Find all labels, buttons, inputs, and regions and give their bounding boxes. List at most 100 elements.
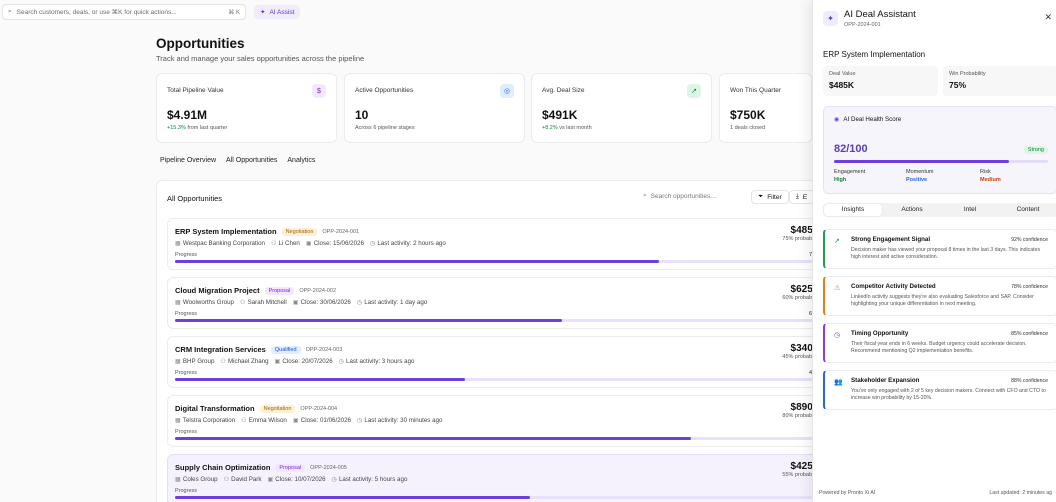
filter-button[interactable]: ⏷ Filter: [751, 190, 789, 204]
stage-badge: Proposal: [264, 286, 295, 295]
last-updated: Last updated: 2 minutes ag: [989, 490, 1052, 496]
tab-all-opportunities[interactable]: All Opportunities: [226, 157, 278, 164]
opportunity-row[interactable]: ERP System Implementation Negotiation OPP-…: [167, 218, 827, 270]
metric-momentum: Momentum Positive: [906, 169, 934, 183]
warning-icon: ⚠: [834, 285, 841, 292]
export-button[interactable]: ⤓ E: [789, 190, 815, 204]
stat-value: $4.91M: [167, 108, 208, 122]
progress-track: [175, 319, 820, 322]
metric-risk: Risk Medium: [980, 169, 1001, 183]
amount-block: $425K 55% probability: [782, 461, 820, 478]
calendar-icon: ▣: [305, 240, 312, 247]
clock-icon: ◷: [356, 299, 363, 306]
top-bar: ⌕ Search customers, deals, or use ⌘K for…: [0, 0, 812, 24]
calendar-icon: ▣: [267, 476, 274, 483]
amount: $425K: [790, 461, 820, 472]
close-date: ▣ Close: 20/07/2026: [274, 358, 333, 365]
search-icon: ⌕: [8, 8, 12, 15]
stat-value: $491K: [542, 108, 578, 122]
stat-card: Total Pipeline Value $ $4.91M +15.3% from l…: [156, 73, 337, 143]
close-icon[interactable]: ✕: [1044, 12, 1052, 22]
opportunity-id: OPP-2024-003: [305, 346, 343, 353]
health-title: AI Deal Health Score: [843, 116, 902, 123]
opportunity-id: OPP-2024-004: [300, 405, 338, 412]
shortcut-hint: ⌘ K: [228, 9, 240, 16]
building-icon: ▦: [175, 240, 181, 247]
clock-icon: ◷: [331, 476, 337, 483]
user-icon: ⚇: [241, 417, 247, 424]
amount: $340K: [790, 343, 820, 354]
opportunity-name[interactable]: Supply Chain Optimization: [175, 463, 271, 472]
ai-assist-button[interactable]: ✦ AI Assist: [254, 5, 301, 19]
clock-icon: ◷: [338, 358, 345, 365]
amount: $485K: [790, 225, 820, 236]
stage-badge: Negotiation: [259, 404, 296, 413]
progress-label: Progress: [175, 370, 198, 376]
tab-pipeline-overview[interactable]: Pipeline Overview: [160, 157, 217, 164]
company: ▦ Westpac Banking Corporation: [175, 240, 265, 247]
stat-card: Avg. Deal Size ↗ $491K +8.2% vs last month: [531, 73, 712, 143]
progress-track: [175, 260, 820, 263]
progress-fill: [175, 437, 691, 440]
last-activity: ◷ Last activity: 30 minutes ago: [356, 417, 443, 424]
stat-card: Won This Quarter $750K 1 deals closed: [719, 73, 812, 143]
progress-fill: [175, 260, 659, 263]
tab-insights[interactable]: Insights: [824, 204, 882, 216]
opportunity-row[interactable]: Supply Chain Optimization Proposal OPP-202…: [167, 454, 827, 502]
building-icon: ▦: [175, 417, 181, 424]
search-icon: ⌕: [643, 192, 647, 199]
opportunity-row[interactable]: CRM Integration Services Qualified OPP-202…: [167, 336, 827, 388]
ai-deal-assistant-drawer: ✦ AI Deal Assistant OPP-2024-001 ✕ ERP S…: [812, 0, 1056, 502]
sparkle-icon: ◉: [834, 116, 840, 123]
drawer-title: AI Deal Assistant: [844, 9, 916, 20]
calendar-icon: ▣: [292, 417, 299, 424]
progress-track: [175, 496, 820, 499]
view-tabs: Pipeline Overview All Opportunities Anal…: [156, 154, 319, 167]
probability: 55% probability: [782, 472, 820, 478]
opportunity-name[interactable]: Digital Transformation: [175, 404, 255, 413]
tab-actions[interactable]: Actions: [901, 206, 923, 213]
insight-card[interactable]: ↗ Strong Engagement Signal 92% confidence D…: [823, 229, 1056, 269]
stat-label: Won This Quarter: [730, 87, 782, 94]
probability: 60% probability: [782, 295, 820, 301]
user-icon: ⚇: [240, 299, 246, 306]
insight-confidence: 85% confidence: [1011, 331, 1048, 337]
stat-label: Active Opportunities: [355, 87, 414, 94]
opportunity-row[interactable]: Digital Transformation Negotiation OPP-202…: [167, 395, 827, 447]
trend-up-icon: ↗: [834, 238, 840, 245]
amount-block: $340K 45% probability: [782, 343, 820, 360]
insight-card[interactable]: 👥 Stakeholder Expansion 88% confidence You'…: [823, 370, 1056, 410]
drawer-deal-id: OPP-2024-001: [844, 22, 881, 28]
clock-icon: ◷: [369, 240, 376, 247]
owner: ⚇ Emma Wilson: [241, 417, 287, 424]
progress-fill: [175, 378, 466, 381]
user-icon: ⚇: [220, 358, 226, 365]
insight-card[interactable]: ◷ Timing Opportunity 85% confidence Their f…: [823, 323, 1056, 363]
opportunity-name[interactable]: Cloud Migration Project: [175, 286, 260, 295]
opportunity-search-input[interactable]: ⌕ Search opportunities...: [643, 192, 743, 200]
health-score: 82/100: [834, 143, 868, 155]
amount-block: $485K 75% probability: [782, 225, 820, 242]
stage-badge: Proposal: [275, 463, 306, 472]
global-search-input[interactable]: ⌕ Search customers, deals, or use ⌘K for…: [2, 4, 246, 20]
opportunity-name[interactable]: ERP System Implementation: [175, 227, 277, 236]
stat-sub: +15.3% from last quarter: [167, 125, 228, 131]
export-label: E: [802, 193, 808, 201]
win-probability-box: Win Probability 75%: [943, 66, 1056, 96]
close-date: ▣ Close: 15/06/2026: [305, 240, 364, 247]
powered-by: Powered by Pronto Xi AI: [819, 490, 876, 496]
insight-title: Timing Opportunity: [851, 330, 909, 337]
opportunity-name[interactable]: CRM Integration Services: [175, 345, 266, 354]
insight-card[interactable]: ⚠ Competitor Activity Detected 78% confide…: [823, 276, 1056, 316]
opportunity-row[interactable]: Cloud Migration Project Proposal OPP-2024-…: [167, 277, 827, 329]
last-activity: ◷ Last activity: 3 hours ago: [338, 358, 415, 365]
tab-analytics[interactable]: Analytics: [287, 157, 316, 164]
close-date: ▣ Close: 01/06/2026: [292, 417, 351, 424]
drawer-deal-name: ERP System Implementation: [823, 50, 926, 59]
health-badge: Strong: [1023, 146, 1048, 154]
tab-content[interactable]: Content: [1016, 206, 1040, 213]
global-search-placeholder: Search customers, deals, or use ⌘K for q…: [16, 9, 177, 16]
clock-icon: ◷: [834, 332, 841, 339]
metric-engagement: Engagement High: [834, 169, 866, 183]
tab-intel[interactable]: Intel: [963, 206, 977, 213]
